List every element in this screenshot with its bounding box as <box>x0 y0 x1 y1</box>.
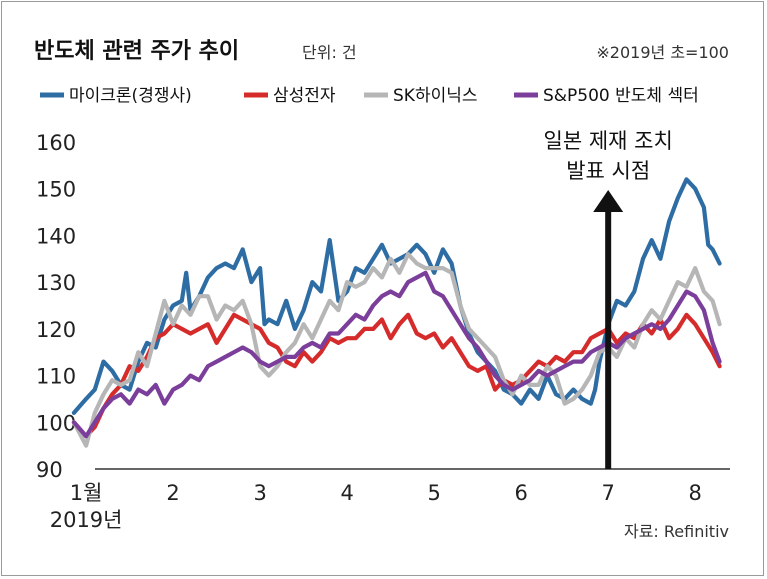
annotation-line1: 일본 제재 조치 <box>544 129 673 153</box>
x-tick-label: 8 <box>689 481 702 505</box>
chart-title: 반도체 관련 주가 추이 <box>34 39 239 64</box>
source-label: 자료: Refinitiv <box>624 522 729 541</box>
x-tick-label: 5 <box>427 481 440 505</box>
series-line <box>71 177 722 415</box>
y-tick-label: 140 <box>36 224 76 248</box>
legend: 마이크론(경쟁사) 삼성전자 SK하이닉스 S&P500 반도체 섹터 <box>40 86 699 106</box>
y-tick-label: 100 <box>36 411 76 435</box>
x-tick-label: 4 <box>340 481 353 505</box>
y-tick-label: 90 <box>36 458 63 482</box>
y-tick-label: 150 <box>36 178 76 202</box>
y-tick-label: 130 <box>36 271 76 295</box>
x-tick-label: 7 <box>601 481 614 505</box>
legend-label: 마이크론(경쟁사) <box>69 86 192 106</box>
series-line <box>71 312 722 439</box>
x-tick-label: 2 <box>166 481 179 505</box>
annotation-line2: 발표 시점 <box>566 159 650 183</box>
annotation: 일본 제재 조치 발표 시점 <box>544 129 673 469</box>
unit-label: 단위: 건 <box>302 43 357 62</box>
series-layer <box>71 177 722 448</box>
series-line <box>71 270 722 439</box>
series-line <box>71 252 722 448</box>
x-tick-label: 1월 <box>70 481 103 505</box>
x-axis: 1월 2019년 2 3 4 5 6 7 8 <box>50 481 702 532</box>
legend-label: 삼성전자 <box>273 86 336 106</box>
y-tick-label: 120 <box>36 318 76 342</box>
base-note: ※2019년 초=100 <box>596 43 729 62</box>
y-tick-label: 160 <box>36 131 76 155</box>
x-tick-sublabel: 2019년 <box>50 508 123 532</box>
x-tick-label: 3 <box>253 481 266 505</box>
y-tick-label: 110 <box>36 365 76 389</box>
y-axis: 90 100 110 120 130 140 150 160 <box>36 131 76 482</box>
annotation-arrow-head <box>593 190 624 212</box>
legend-label: S&P500 반도체 섹터 <box>543 86 699 106</box>
legend-label: SK하이닉스 <box>393 86 478 106</box>
x-tick-label: 6 <box>514 481 527 505</box>
